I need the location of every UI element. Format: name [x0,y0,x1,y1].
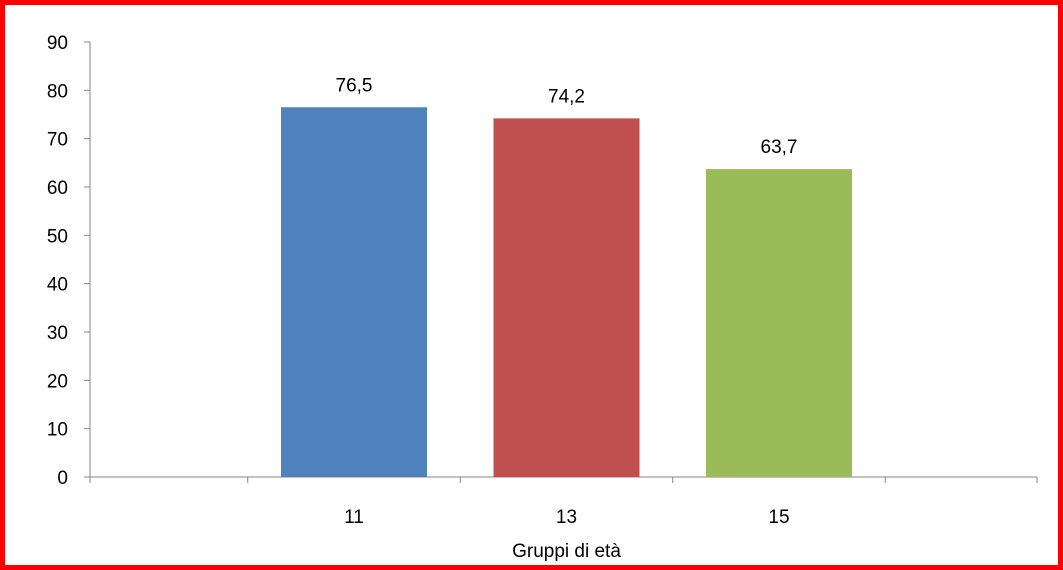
y-tick-label: 0 [57,468,68,489]
bar-13 [493,118,640,477]
x-tick-label-15: 15 [768,507,789,528]
x-tick-label-13: 13 [556,507,577,528]
x-axis-title: Gruppi di età [512,541,621,562]
x-axis: 11 13 15 [89,476,1038,528]
y-axis: 0 10 20 30 40 50 60 70 80 90 [47,33,91,489]
y-tick-label: 60 [47,178,68,199]
y-tick-label: 90 [47,33,68,54]
bars [281,107,852,477]
y-tick-label: 50 [47,226,68,247]
data-label-15: 63,7 [761,137,798,158]
data-labels: 76,5 74,2 63,7 [336,75,798,158]
data-label-11: 76,5 [336,75,373,96]
y-ticks: 0 10 20 30 40 50 60 70 80 90 [47,33,90,489]
y-tick-label: 40 [47,275,68,296]
y-tick-label: 10 [47,420,68,441]
bar-11 [281,107,427,477]
x-tick-label-11: 11 [344,507,364,528]
y-tick-label: 20 [47,371,68,392]
x-ticks: 11 13 15 [89,477,1038,528]
y-tick-label: 70 [47,130,68,151]
y-tick-label: 30 [47,323,68,344]
data-label-13: 74,2 [548,86,585,107]
y-tick-label: 80 [47,81,68,102]
bar-15 [706,169,852,477]
